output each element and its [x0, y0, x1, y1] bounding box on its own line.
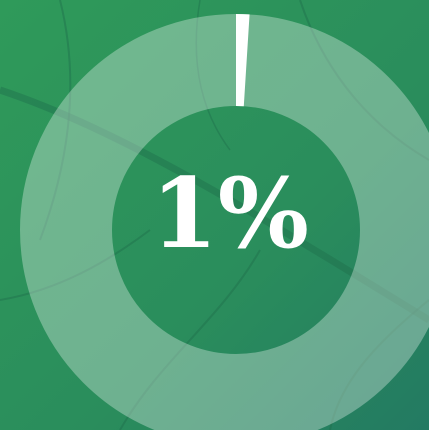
marks: [236, 14, 250, 107]
donut-segment: [236, 14, 250, 107]
value-label: 1%: [151, 157, 309, 270]
